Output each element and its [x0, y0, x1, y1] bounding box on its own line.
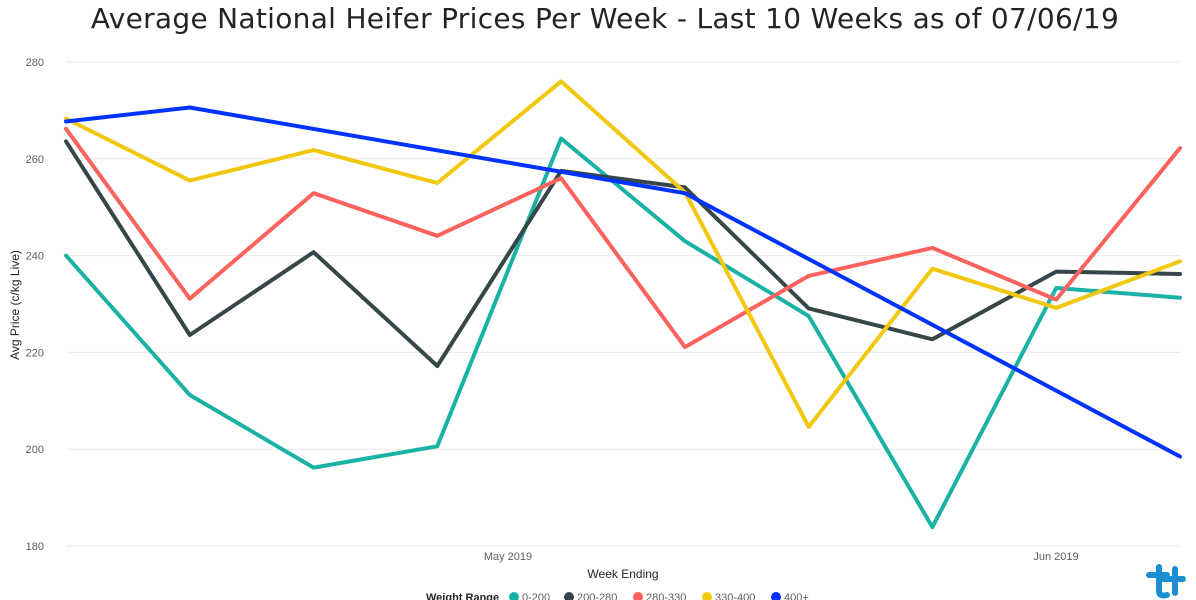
legend-swatch [702, 592, 712, 600]
data-point [1055, 306, 1058, 309]
data-point [683, 346, 686, 349]
y-axis: 180 200 220 240 260 280 [26, 57, 44, 553]
series-line-200-280 [64, 139, 1182, 368]
x-tick-label: May 2019 [484, 551, 532, 563]
data-point [312, 466, 315, 469]
data-point [1179, 260, 1181, 263]
data-point [807, 307, 810, 310]
series-line-280-330 [64, 126, 1182, 350]
data-point [683, 186, 686, 189]
data-point [807, 315, 810, 318]
legend-swatch [564, 592, 574, 600]
data-point [560, 177, 563, 180]
y-tick-label: 200 [26, 444, 44, 456]
y-tick-label: 260 [26, 154, 44, 166]
chart-title: Average National Heifer Prices Per Week … [90, 2, 1120, 35]
y-axis-title: Avg Price (c/kg Live) [8, 250, 22, 360]
data-point [931, 246, 934, 249]
legend-swatch [509, 592, 519, 600]
logo-mark [1146, 564, 1186, 599]
data-point [436, 234, 439, 237]
series-line-330-400 [64, 79, 1182, 429]
legend-swatch [771, 592, 781, 600]
data-point [931, 526, 934, 529]
x-axis: May 2019 Jun 2019 [484, 551, 1079, 563]
data-point [1179, 455, 1181, 458]
legend-title: Weight Range [426, 592, 499, 600]
data-point [560, 137, 563, 140]
data-point [188, 333, 191, 336]
data-point [931, 338, 934, 341]
x-axis-title: Week Ending [587, 567, 658, 581]
data-point [683, 192, 686, 195]
data-point [188, 393, 191, 396]
data-point [1179, 147, 1181, 150]
data-point [931, 267, 934, 270]
data-point [65, 127, 67, 130]
data-point [1055, 270, 1058, 273]
data-point [65, 140, 67, 143]
legend-swatch [633, 592, 643, 600]
series-lines [64, 79, 1182, 530]
gridlines [66, 61, 1180, 547]
legend-item-label: 400+ [784, 592, 809, 600]
data-point [312, 251, 315, 254]
y-tick-label: 240 [26, 251, 44, 263]
data-point [312, 192, 315, 195]
data-point [436, 182, 439, 184]
legend-item-label: 0-200 [522, 592, 550, 600]
data-point [188, 297, 191, 300]
data-point [188, 106, 191, 109]
y-tick-label: 280 [26, 57, 44, 69]
data-point [1179, 272, 1181, 275]
data-point [65, 254, 67, 257]
data-point [560, 80, 563, 83]
data-point [1055, 287, 1058, 290]
data-point [807, 425, 810, 428]
legend-item-label: 200-280 [577, 592, 617, 600]
data-point [1179, 296, 1181, 299]
series-line-400+ [64, 105, 1182, 459]
data-point [683, 240, 686, 243]
x-tick-label: Jun 2019 [1033, 551, 1078, 563]
y-tick-label: 220 [26, 347, 44, 359]
data-point [436, 445, 439, 448]
legend-item-label: 330-400 [715, 592, 755, 600]
y-tick-label: 180 [26, 541, 44, 553]
data-point [188, 179, 191, 182]
series-line-0-200 [64, 136, 1182, 530]
legend-item-label: 280-330 [646, 592, 686, 600]
data-point [807, 274, 810, 277]
data-point [65, 117, 67, 120]
legend: Weight Range 0-200 200-280 280-330 330-400 40… [426, 592, 809, 600]
data-point [436, 364, 439, 367]
data-point [65, 120, 67, 123]
data-point [1055, 298, 1058, 301]
data-point [312, 149, 315, 152]
